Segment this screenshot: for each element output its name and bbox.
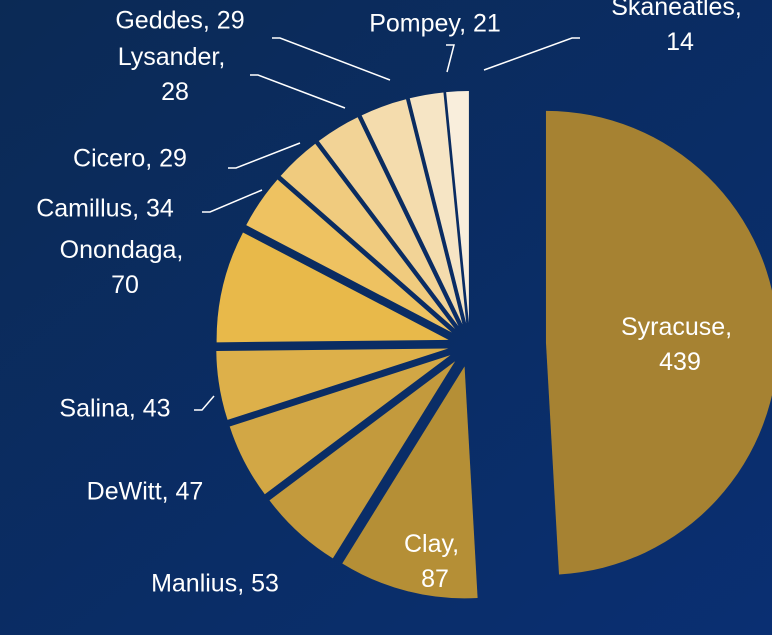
data-label: Cicero, 29	[73, 145, 187, 173]
data-label-line: 14	[666, 28, 694, 56]
pie-slice	[361, 99, 463, 325]
data-label-line: Clay,	[404, 530, 466, 558]
pie-slice	[280, 143, 456, 329]
data-label-line: Lysander,	[118, 43, 232, 71]
pie-slice	[216, 348, 449, 420]
pie-slice	[318, 117, 459, 327]
data-label-line: 87	[421, 565, 449, 593]
pie-slice	[246, 179, 452, 333]
leader-line	[446, 44, 455, 73]
pie-slice	[409, 92, 467, 324]
leader-line	[202, 189, 263, 213]
data-label: Camillus, 34	[36, 195, 174, 223]
pie-slice	[342, 366, 478, 599]
leader-line	[194, 395, 215, 411]
leader-line	[483, 37, 580, 71]
leader-line	[250, 74, 346, 109]
data-label: Skaneatles, 14	[611, 0, 749, 56]
data-label: DeWitt, 47	[87, 478, 204, 506]
data-label: Salina, 43	[59, 395, 170, 423]
pie-slice	[446, 91, 469, 324]
leader-line	[272, 37, 391, 81]
pie-slice	[216, 232, 449, 343]
data-label: Onondaga, 70	[60, 236, 191, 299]
data-label: Manlius, 53	[151, 570, 279, 598]
data-label-line: 28	[161, 78, 189, 106]
data-label: Clay, 87	[404, 530, 466, 593]
pie-slice	[269, 361, 456, 559]
leader-line	[228, 142, 301, 169]
data-label-line: 70	[111, 271, 139, 299]
data-label: Geddes, 29	[115, 7, 244, 35]
data-label-line: 439	[659, 348, 701, 376]
data-label: Lysander, 28	[118, 43, 232, 106]
data-label-line: Skaneatles,	[611, 0, 749, 21]
data-label: Pompey, 21	[369, 10, 501, 38]
pie-slice	[229, 355, 451, 495]
data-label: Syracuse, 439	[621, 313, 739, 376]
data-label-line: Syracuse,	[621, 313, 739, 341]
pie-slice	[545, 110, 772, 575]
data-label-line: Onondaga,	[60, 236, 191, 264]
